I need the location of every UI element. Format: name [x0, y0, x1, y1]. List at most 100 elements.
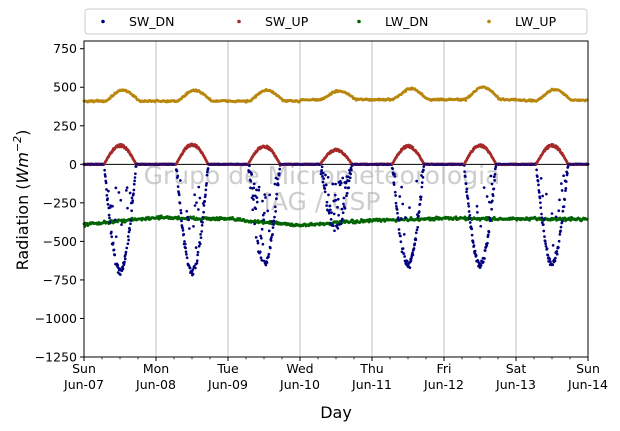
lw-dn-point — [569, 219, 573, 222]
sw-dn-point — [251, 208, 255, 212]
lw-dn-point — [192, 215, 195, 219]
sw-dn-point — [470, 233, 474, 237]
lw-dn-point — [122, 218, 126, 222]
sw-dn-point — [129, 222, 132, 226]
legend-marker-2 — [357, 19, 361, 24]
x-tick-weekday-7: Sun — [576, 361, 600, 376]
sw-dn-point — [201, 221, 204, 224]
sw-dn-point — [126, 235, 130, 238]
sw-dn-point — [111, 204, 114, 208]
sw-dn-point — [253, 222, 256, 226]
sw-dn-point — [106, 202, 110, 206]
sw-dn-point — [261, 242, 265, 246]
sw-dn-point — [561, 219, 564, 223]
sw-dn-point — [107, 189, 110, 193]
x-tick-date-0: Jun-07 — [63, 377, 104, 392]
sw-dn-point — [475, 204, 479, 208]
sw-dn-point — [544, 242, 547, 246]
sw-dn-point — [201, 202, 205, 205]
sw-dn-point — [129, 218, 133, 222]
x-axis: SunJun-07MonJun-08TueJun-09WedJun-10ThuJ… — [63, 357, 608, 392]
sw-dn-point — [130, 196, 134, 200]
sw-dn-point — [401, 202, 405, 206]
sw-dn-point — [392, 181, 396, 184]
sw-dn-point — [326, 175, 330, 179]
sw-dn-point — [197, 185, 201, 189]
sw-dn-point — [421, 175, 425, 179]
sw-dn-point — [335, 224, 339, 227]
sw-dn-point — [482, 186, 486, 189]
x-tick-weekday-3: Wed — [286, 361, 313, 376]
sw-dn-point — [320, 165, 324, 169]
sw-dn-point — [251, 194, 255, 198]
sw-dn-point — [195, 259, 199, 263]
sw-dn-point — [339, 181, 343, 185]
x-tick-date-6: Jun-13 — [495, 377, 536, 392]
y-axis: 750 500 250 0 −250 −500 −750 −1000 −1250 — [35, 41, 84, 365]
sw-dn-point — [464, 175, 467, 178]
sw-dn-point — [336, 197, 340, 201]
sw-dn-point — [408, 206, 411, 209]
sw-dn-point — [123, 257, 127, 261]
legend-item-lw-up: LW_UP — [487, 14, 557, 29]
sw-dn-point — [205, 173, 209, 177]
lw-dn-point — [267, 222, 271, 225]
sw-dn-point — [269, 246, 272, 250]
sw-dn-point — [134, 165, 138, 168]
sw-dn-point — [337, 213, 340, 217]
sw-dn-point — [472, 244, 476, 247]
sw-dn-point — [470, 227, 474, 231]
legend-label-3: LW_UP — [515, 14, 557, 29]
sw-dn-point — [467, 210, 471, 213]
sw-dn-point — [544, 244, 548, 248]
sw-dn-point — [551, 263, 555, 267]
lw-up-point — [464, 99, 468, 102]
sw-dn-point — [549, 260, 552, 264]
sw-dn-point — [468, 217, 471, 221]
sw-dn-point — [399, 240, 403, 244]
sw-dn-point — [560, 182, 563, 185]
sw-dn-point — [540, 212, 543, 216]
sw-dn-point — [194, 266, 197, 270]
sw-dn-point — [262, 259, 266, 263]
sw-dn-point — [319, 172, 323, 176]
sw-dn-point — [275, 192, 279, 196]
sw-dn-point — [260, 227, 264, 231]
sw-dn-point — [181, 228, 185, 232]
sw-dn-point — [535, 168, 538, 172]
sw-dn-point — [276, 177, 279, 181]
sw-dn-point — [345, 191, 349, 195]
sw-dn-point — [202, 204, 206, 207]
sw-dn-point — [204, 188, 208, 192]
legend: SW_DN SW_UP LW_DN LW_UP — [84, 8, 588, 35]
sw-dn-point — [259, 234, 262, 238]
sw-dn-point — [110, 230, 113, 234]
sw-dn-point — [323, 190, 327, 194]
sw-dn-point — [121, 267, 125, 271]
sw-dn-point — [543, 235, 546, 238]
sw-dn-point — [325, 204, 328, 208]
sw-dn-point — [479, 224, 483, 228]
sw-dn-point — [334, 198, 338, 202]
sw-dn-point — [204, 193, 207, 197]
sw-dn-point — [202, 210, 205, 214]
sw-dn-point — [272, 219, 276, 223]
sw-dn-point — [490, 182, 494, 186]
sw-dn-point — [416, 225, 420, 229]
sw-dn-point — [329, 208, 332, 212]
sw-dn-point — [479, 264, 483, 267]
sw-dn-point — [250, 173, 253, 176]
sw-dn-point — [345, 194, 348, 198]
sw-dn-point — [321, 180, 325, 184]
sw-dn-point — [265, 261, 269, 265]
sw-dn-point — [263, 211, 266, 215]
sw-dn-point — [347, 179, 351, 183]
sw-dn-point — [546, 253, 550, 257]
sw-dn-point — [195, 261, 199, 265]
sw-dn-point — [344, 186, 347, 189]
sw-dn-point — [195, 201, 198, 205]
sw-dn-point — [489, 218, 492, 222]
sw-dn-point — [422, 165, 426, 169]
sw-dn-point — [183, 240, 186, 243]
